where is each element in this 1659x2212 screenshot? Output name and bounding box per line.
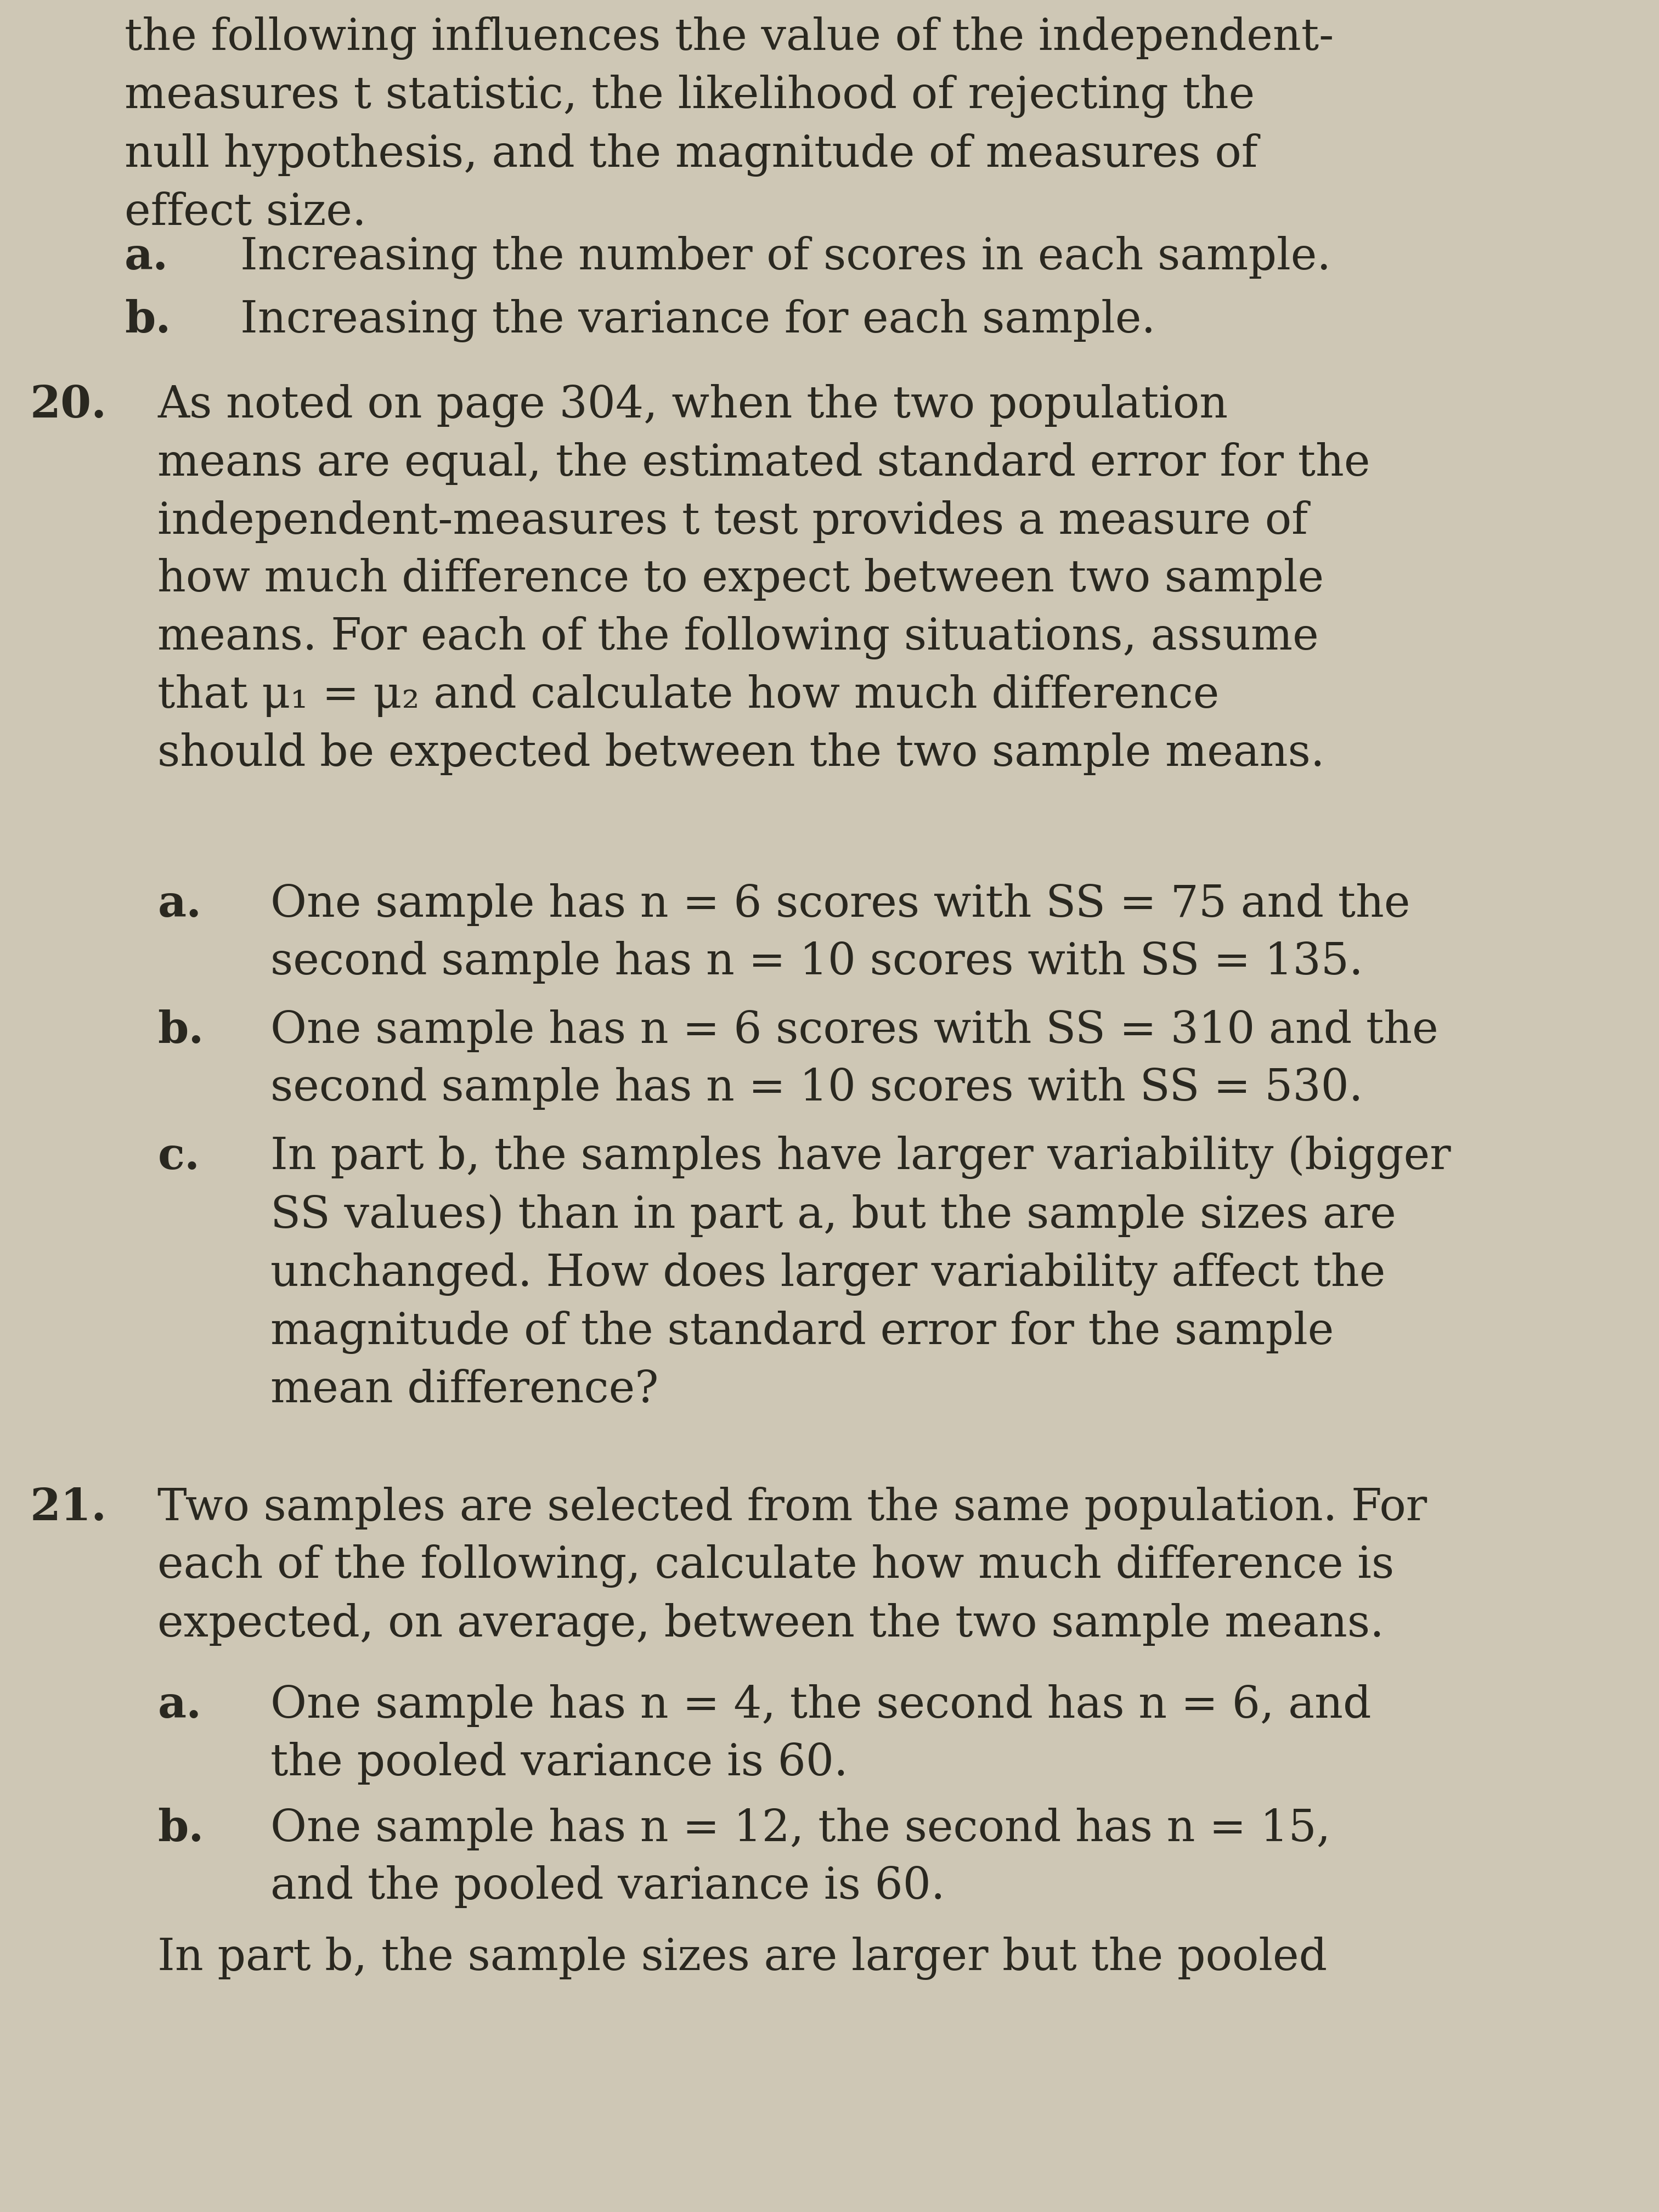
Text: a.: a. [124, 237, 168, 279]
Text: 21.: 21. [30, 1486, 106, 1528]
Text: One sample has n = 4, the second has n = 6, and
the pooled variance is 60.: One sample has n = 4, the second has n =… [270, 1683, 1372, 1785]
Text: One sample has n = 6 scores with SS = 75 and the
second sample has n = 10 scores: One sample has n = 6 scores with SS = 75… [270, 883, 1410, 984]
Text: Increasing the variance for each sample.: Increasing the variance for each sample. [241, 299, 1156, 343]
Text: b.: b. [158, 1009, 204, 1053]
Text: One sample has n = 12, the second has n = 15,
and the pooled variance is 60.: One sample has n = 12, the second has n … [270, 1807, 1331, 1909]
Text: a.: a. [158, 1683, 201, 1728]
Text: c.: c. [158, 1135, 199, 1179]
Text: Increasing the number of scores in each sample.: Increasing the number of scores in each … [241, 237, 1331, 279]
Text: b.: b. [158, 1807, 204, 1851]
Text: One sample has n = 6 scores with SS = 310 and the
second sample has n = 10 score: One sample has n = 6 scores with SS = 31… [270, 1009, 1438, 1110]
Text: a.: a. [158, 883, 201, 927]
Text: In part b, the samples have larger variability (bigger
SS values) than in part a: In part b, the samples have larger varia… [270, 1135, 1452, 1411]
Text: Two samples are selected from the same population. For
each of the following, ca: Two samples are selected from the same p… [158, 1486, 1427, 1646]
Text: the following influences the value of the independent-
measures t statistic, the: the following influences the value of th… [124, 15, 1334, 234]
Text: In part b, the sample sizes are larger but the pooled: In part b, the sample sizes are larger b… [158, 1936, 1327, 1980]
Text: b.: b. [124, 299, 171, 343]
Text: 20.: 20. [30, 385, 106, 427]
Text: As noted on page 304, when the two population
means are equal, the estimated sta: As noted on page 304, when the two popul… [158, 385, 1370, 774]
